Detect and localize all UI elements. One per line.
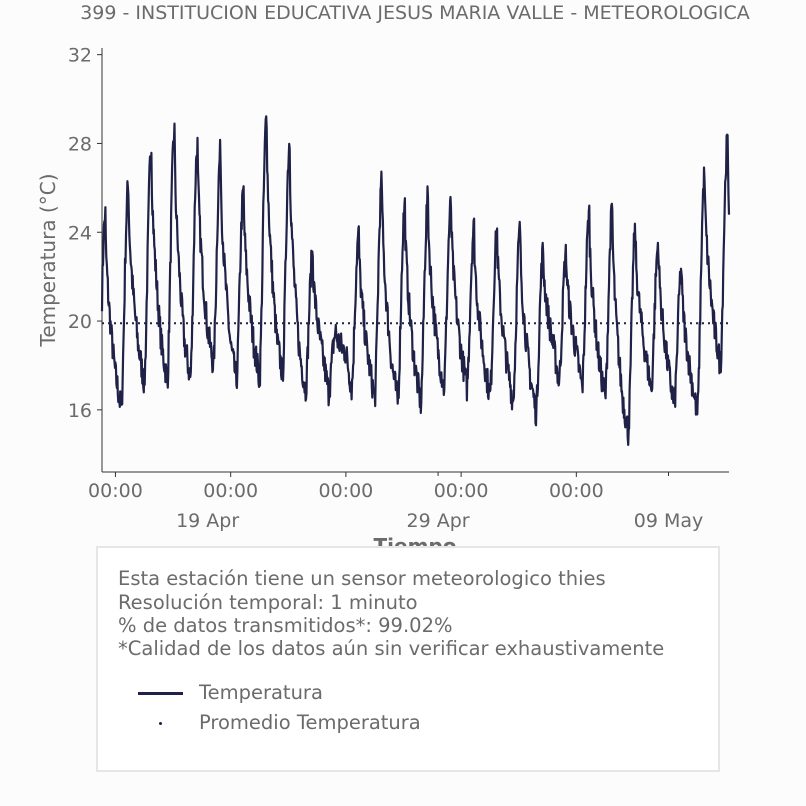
x-date-label: 19 Apr <box>176 510 239 532</box>
x-tick-label: 00:00 <box>203 480 258 502</box>
legend-label-temperatura: Temperatura <box>199 681 323 704</box>
x-tick-label: 00:00 <box>434 480 489 502</box>
quality-note-text: *Calidad de los datos aún sin verificar … <box>118 637 665 660</box>
y-tick-label: 28 <box>68 133 92 155</box>
transmitted-data-text: % de datos transmitidos*: 99.02% <box>118 614 453 637</box>
legend-dot-swatch <box>159 722 162 725</box>
x-date-label: 29 Apr <box>407 510 470 532</box>
info-legend-box: Esta estación tiene un sensor meteorolog… <box>96 546 720 772</box>
legend-line-swatch <box>138 692 183 695</box>
x-tick-label: 00:00 <box>319 480 374 502</box>
resolution-text: Resolución temporal: 1 minuto <box>118 591 418 614</box>
x-tick-label: 00:00 <box>88 480 143 502</box>
series-line-temperatura <box>100 115 731 446</box>
series-layer <box>100 115 731 446</box>
legend-label-promedio: Promedio Temperatura <box>199 711 421 734</box>
y-tick-label: 32 <box>68 45 92 67</box>
y-tick-label: 24 <box>68 222 92 244</box>
x-date-label: 09 May <box>634 510 704 532</box>
y-tick-label: 20 <box>68 311 92 333</box>
y-axis-label: Temperatura (°C) <box>36 173 60 347</box>
x-tick-label: 00:00 <box>549 480 604 502</box>
sensor-info-text: Esta estación tiene un sensor meteorolog… <box>118 567 606 590</box>
chart-title: 399 - INSTITUCION EDUCATIVA JESUS MARIA … <box>80 2 750 24</box>
legend-item-promedio: Promedio Temperatura <box>138 711 538 735</box>
legend-item-temperatura: Temperatura <box>138 681 538 705</box>
y-tick-label: 16 <box>68 400 92 422</box>
axes <box>101 48 729 473</box>
